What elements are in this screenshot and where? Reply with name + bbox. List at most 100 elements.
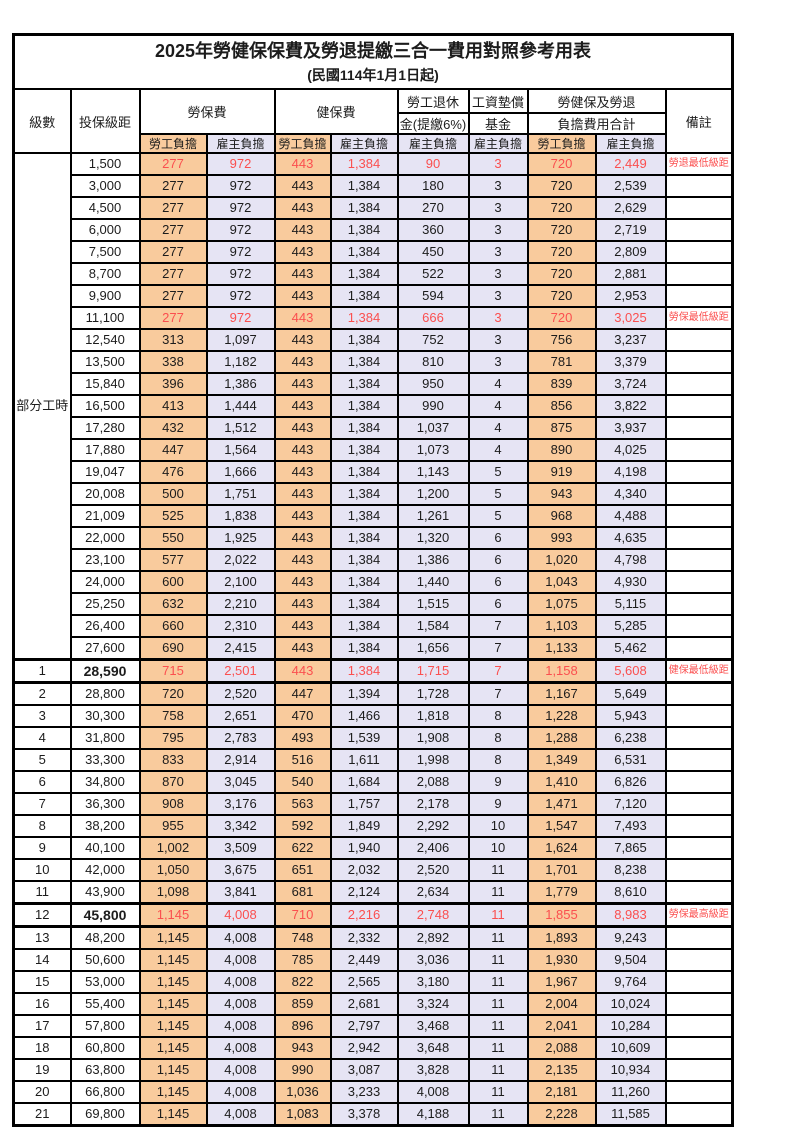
col-header-pension-top: 勞工退休 [396, 88, 470, 114]
total-employee-cell: 1,020 [526, 548, 597, 572]
labor-insurance-employee-cell: 870 [138, 770, 208, 794]
table-row: 24,000 600 2,100 443 1,384 1,440 6 1,043 4,930 [14, 570, 734, 594]
labor-insurance-employer-cell: 4,008 [205, 1058, 276, 1082]
labor-insurance-employee-cell: 577 [138, 548, 208, 572]
labor-insurance-employer-cell: 3,841 [205, 880, 276, 905]
remark-cell [664, 970, 734, 994]
premium-table: 2025年勞健保保費及勞退提繳三合一費用對照參考用表 (民國114年1月1日起)… [12, 33, 734, 1127]
total-employee-cell: 890 [526, 438, 597, 462]
wage-fund-employer-cell: 11 [467, 1058, 529, 1082]
level-cell: 20 [12, 1080, 72, 1104]
health-insurance-employer-cell: 1,384 [329, 636, 399, 661]
pension-employer-cell: 4,188 [396, 1102, 470, 1127]
bracket-cell: 34,800 [69, 770, 141, 794]
wage-fund-employer-cell: 3 [467, 328, 529, 352]
health-insurance-employee-cell: 592 [273, 814, 332, 838]
total-employer-cell: 2,449 [594, 152, 667, 176]
table-row: 6,000 277 972 443 1,384 360 3 720 2,719 [14, 218, 734, 242]
pension-employer-cell: 1,200 [396, 482, 470, 506]
total-employee-cell: 1,471 [526, 792, 597, 816]
table-row: 20 66,800 1,145 4,008 1,036 3,233 4,008 11 2,181… [12, 1080, 734, 1104]
level-cell: 19 [12, 1058, 72, 1082]
health-insurance-employee-cell: 896 [273, 1014, 332, 1038]
health-insurance-employer-cell: 1,684 [329, 770, 399, 794]
health-insurance-employer-cell: 2,449 [329, 948, 399, 972]
health-insurance-employee-cell: 443 [273, 658, 332, 684]
bracket-cell: 19,047 [69, 460, 141, 484]
level-cell: 9 [12, 836, 72, 860]
remark-cell [664, 218, 734, 242]
table-row: 3 30,300 758 2,651 470 1,466 1,818 8 1,228 5,943 [12, 704, 734, 728]
table-row: 22,000 550 1,925 443 1,384 1,320 6 993 4,635 [14, 526, 734, 550]
total-employee-cell: 1,158 [526, 658, 597, 684]
health-insurance-employer-cell: 1,757 [329, 792, 399, 816]
labor-insurance-employee-cell: 660 [138, 614, 208, 638]
total-employee-cell: 1,228 [526, 704, 597, 728]
table-row: 8 38,200 955 3,342 592 1,849 2,292 10 1,547 7,493 [12, 814, 734, 838]
health-insurance-employee-cell: 710 [273, 902, 332, 928]
pension-employer-cell: 1,515 [396, 592, 470, 616]
labor-insurance-employee-cell: 600 [138, 570, 208, 594]
health-insurance-employee-cell: 443 [273, 328, 332, 352]
labor-insurance-employer-cell: 3,342 [205, 814, 276, 838]
total-employee-cell: 1,930 [526, 948, 597, 972]
bracket-cell: 7,500 [69, 240, 141, 264]
total-employer-cell: 2,881 [594, 262, 667, 286]
health-insurance-employer-cell: 1,384 [329, 438, 399, 462]
subheader-labor-employer: 雇主負擔 [205, 133, 276, 154]
total-employee-cell: 756 [526, 328, 597, 352]
health-insurance-employee-cell: 443 [273, 548, 332, 572]
labor-insurance-employee-cell: 632 [138, 592, 208, 616]
part-time-group-label: 部分工時 [12, 152, 72, 661]
labor-insurance-employee-cell: 396 [138, 372, 208, 396]
wage-fund-employer-cell: 4 [467, 416, 529, 440]
remark-cell [664, 880, 734, 905]
wage-fund-employer-cell: 7 [467, 614, 529, 638]
total-employee-cell: 720 [526, 306, 597, 330]
wage-fund-employer-cell: 11 [467, 970, 529, 994]
health-insurance-employer-cell: 1,384 [329, 240, 399, 264]
bracket-cell: 11,100 [69, 306, 141, 330]
total-employer-cell: 5,462 [594, 636, 667, 661]
remark-cell [664, 460, 734, 484]
bracket-cell: 48,200 [69, 925, 141, 950]
level-cell: 2 [12, 681, 72, 706]
remark-cell [664, 1102, 734, 1127]
bracket-cell: 33,300 [69, 748, 141, 772]
bracket-cell: 60,800 [69, 1036, 141, 1060]
total-employer-cell: 4,930 [594, 570, 667, 594]
labor-insurance-employer-cell: 972 [205, 196, 276, 220]
health-insurance-employee-cell: 443 [273, 460, 332, 484]
labor-insurance-employer-cell: 1,386 [205, 372, 276, 396]
header-row-1: 級數 投保級距 勞保費 健保費 勞工退休 工資墊償 勞健保及勞退 備註 [12, 88, 734, 154]
wage-fund-employer-cell: 5 [467, 504, 529, 528]
total-employer-cell: 5,285 [594, 614, 667, 638]
total-employer-cell: 4,198 [594, 460, 667, 484]
bracket-cell: 42,000 [69, 858, 141, 882]
labor-insurance-employer-cell: 3,176 [205, 792, 276, 816]
health-insurance-employer-cell: 2,216 [329, 902, 399, 928]
health-insurance-employee-cell: 443 [273, 196, 332, 220]
table-row: 9 40,100 1,002 3,509 622 1,940 2,406 10 1,624 7,8… [12, 836, 734, 860]
health-insurance-employee-cell: 859 [273, 992, 332, 1016]
table-row: 3,000 277 972 443 1,384 180 3 720 2,539 [14, 174, 734, 198]
subheader-fund-employer: 雇主負擔 [467, 133, 529, 154]
total-employer-cell: 10,024 [594, 992, 667, 1016]
labor-insurance-employee-cell: 277 [138, 218, 208, 242]
wage-fund-employer-cell: 9 [467, 770, 529, 794]
total-employer-cell: 4,798 [594, 548, 667, 572]
table-row: 4 31,800 795 2,783 493 1,539 1,908 8 1,288 6,238 [12, 726, 734, 750]
labor-insurance-employer-cell: 4,008 [205, 925, 276, 950]
labor-insurance-employee-cell: 1,145 [138, 970, 208, 994]
bracket-cell: 12,540 [69, 328, 141, 352]
health-insurance-employer-cell: 1,384 [329, 174, 399, 198]
health-insurance-employer-cell: 1,384 [329, 350, 399, 374]
health-insurance-employee-cell: 443 [273, 614, 332, 638]
health-insurance-employer-cell: 1,384 [329, 284, 399, 308]
labor-insurance-employer-cell: 2,651 [205, 704, 276, 728]
total-employee-cell: 1,547 [526, 814, 597, 838]
pension-employer-cell: 1,728 [396, 681, 470, 706]
pension-employer-cell: 1,715 [396, 658, 470, 684]
total-employee-cell: 1,288 [526, 726, 597, 750]
labor-insurance-employee-cell: 525 [138, 504, 208, 528]
